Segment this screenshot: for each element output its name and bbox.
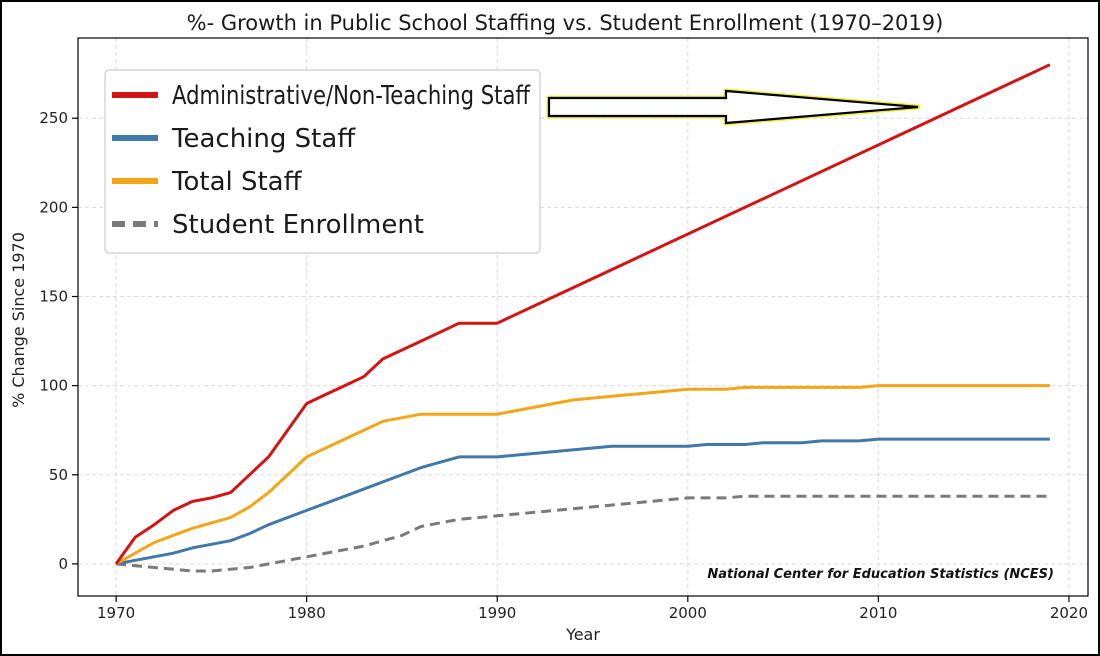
y-tick-label: 200: [39, 198, 68, 216]
legend-label: Total Staff: [171, 167, 303, 197]
series-lines: [114, 63, 1051, 573]
series-line-administrative-non-teaching-staff: [114, 63, 1051, 565]
y-axis-ticks: 0 50 100 150 200 250: [39, 109, 78, 573]
y-tick-label: 100: [39, 377, 68, 395]
x-axis-label: Year: [565, 625, 600, 644]
x-tick-label: 1990: [478, 604, 516, 622]
plot-area: [77, 37, 1089, 597]
series-line-student-enrollment: [115, 494, 1050, 573]
x-tick-label: 2000: [669, 604, 707, 622]
x-tick-label: 1980: [288, 604, 326, 622]
y-tick-label: 50: [49, 466, 68, 484]
y-tick-label: 250: [39, 109, 68, 127]
series-line-teaching-staff: [115, 437, 1050, 566]
series-line-total-staff: [115, 384, 1050, 566]
y-axis-label: % Change Since 1970: [9, 232, 28, 408]
y-tick-label: 150: [39, 287, 68, 305]
x-axis-ticks: 1970 1980 1990 2000 2010 2020: [97, 596, 1088, 622]
source-note: National Center for Education Statistics…: [707, 567, 1054, 582]
legend-box: [104, 69, 541, 254]
y-tick-label: 0: [58, 555, 68, 573]
annotation-arrow: [547, 89, 919, 125]
x-tick-label: 2010: [859, 604, 897, 622]
x-tick-label: 1970: [97, 604, 135, 622]
legend-label: Teaching Staff: [171, 124, 356, 154]
legend: Administrative/Non-Teaching Staff Teachin…: [112, 81, 531, 240]
legend-label: Administrative/Non-Teaching Staff: [172, 81, 531, 111]
chart-title: %- Growth in Public School Staffing vs. …: [187, 11, 944, 35]
legend-label: Student Enrollment: [172, 210, 424, 240]
x-tick-label: 2020: [1050, 604, 1088, 622]
